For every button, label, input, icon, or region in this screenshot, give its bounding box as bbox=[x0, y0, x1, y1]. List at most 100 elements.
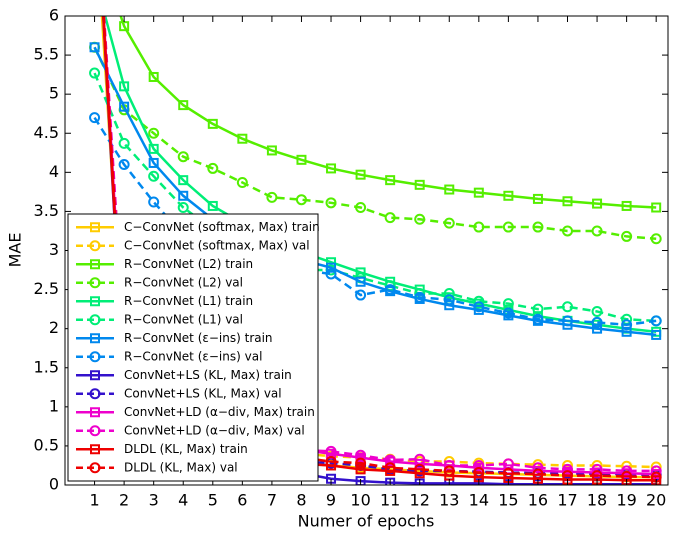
marker bbox=[237, 133, 248, 144]
legend-label: ConvNet+LD (α−div, Max) val bbox=[124, 423, 305, 437]
marker bbox=[325, 197, 337, 209]
marker bbox=[444, 300, 455, 311]
marker bbox=[207, 200, 218, 211]
marker bbox=[355, 289, 367, 301]
marker bbox=[355, 202, 367, 214]
x-tick-label: 7 bbox=[267, 491, 277, 510]
marker bbox=[443, 287, 455, 299]
plot-frame bbox=[64, 15, 669, 486]
y-tick-label: 0.5 bbox=[34, 435, 59, 454]
marker bbox=[148, 170, 160, 182]
series-line bbox=[102, 16, 657, 477]
y-tick-label: 3 bbox=[49, 240, 59, 259]
y-tick-label: 2 bbox=[49, 318, 59, 337]
marker bbox=[89, 240, 101, 252]
legend-label: R−ConvNet (L2) train bbox=[124, 257, 253, 271]
y-axis-label: MAE bbox=[6, 233, 25, 268]
marker bbox=[355, 449, 367, 461]
marker bbox=[295, 194, 307, 206]
marker bbox=[502, 221, 514, 233]
marker bbox=[89, 462, 101, 474]
marker bbox=[591, 305, 603, 317]
marker bbox=[562, 463, 573, 475]
marker bbox=[592, 323, 603, 334]
marker bbox=[178, 100, 189, 111]
marker bbox=[148, 71, 159, 82]
marker bbox=[148, 196, 160, 208]
marker bbox=[532, 221, 544, 233]
marker bbox=[591, 463, 603, 475]
legend-label: ConvNet+LD (α−div, Max) train bbox=[124, 405, 315, 419]
marker bbox=[296, 154, 307, 165]
series-layer bbox=[89, 16, 662, 485]
marker bbox=[207, 162, 219, 174]
x-tick-label: 18 bbox=[587, 491, 607, 510]
marker bbox=[89, 425, 101, 437]
marker bbox=[207, 118, 218, 129]
marker bbox=[562, 196, 573, 207]
x-tick-label: 6 bbox=[237, 491, 247, 510]
marker bbox=[178, 175, 189, 186]
marker bbox=[532, 303, 544, 315]
y-tick-label: 3.5 bbox=[34, 201, 59, 220]
marker bbox=[177, 202, 189, 214]
marker bbox=[621, 230, 633, 242]
legend-label: ConvNet+LS (KL, Max) val bbox=[124, 386, 282, 400]
x-tick-label: 5 bbox=[208, 491, 218, 510]
marker bbox=[621, 460, 633, 472]
marker bbox=[414, 213, 426, 225]
marker bbox=[384, 212, 396, 224]
axes: 00.511.522.533.544.555.561 2 3 4 5 6 7 8 9 10 11 12… bbox=[34, 6, 668, 510]
marker bbox=[325, 445, 337, 457]
marker bbox=[148, 127, 160, 139]
marker bbox=[326, 163, 337, 174]
legend-label: ConvNet+LS (KL, Max) train bbox=[124, 368, 292, 382]
marker bbox=[414, 458, 425, 469]
marker bbox=[651, 329, 662, 340]
marker bbox=[532, 462, 544, 474]
marker bbox=[384, 454, 396, 466]
x-tick-label: 19 bbox=[616, 491, 636, 510]
marker bbox=[325, 456, 337, 468]
marker bbox=[90, 444, 100, 455]
legend: C−ConvNet (softmax, Max) train C−ConvNet … bbox=[67, 213, 320, 482]
marker bbox=[384, 462, 396, 474]
marker bbox=[473, 466, 485, 478]
marker bbox=[650, 315, 662, 327]
marker bbox=[591, 225, 603, 237]
y-tick-label: 2.5 bbox=[34, 279, 59, 298]
marker bbox=[503, 190, 514, 201]
x-axis-label: Numer of epochs bbox=[298, 512, 435, 531]
y-tick-label: 1.5 bbox=[34, 357, 59, 376]
marker bbox=[119, 101, 130, 112]
x-tick-label: 1 bbox=[89, 491, 99, 510]
marker bbox=[621, 200, 632, 211]
marker bbox=[414, 468, 425, 479]
legend-label: R−ConvNet (L1) train bbox=[124, 294, 253, 308]
legend-label: C−ConvNet (softmax, Max) train bbox=[124, 220, 320, 234]
marker bbox=[414, 291, 426, 303]
legend-label: R−ConvNet (L2) val bbox=[124, 275, 243, 289]
marker bbox=[90, 407, 100, 418]
x-tick-label: 20 bbox=[646, 491, 666, 510]
marker bbox=[89, 67, 101, 79]
y-tick-label: 0 bbox=[49, 475, 59, 494]
marker bbox=[502, 307, 514, 319]
x-tick-label: 13 bbox=[439, 491, 459, 510]
marker bbox=[325, 268, 337, 280]
legend-label: DLDL (KL, Max) train bbox=[124, 442, 248, 456]
x-tick-label: 4 bbox=[178, 491, 188, 510]
marker bbox=[89, 112, 101, 124]
series-line bbox=[102, 16, 657, 479]
marker bbox=[355, 276, 366, 287]
y-tick-label: 1 bbox=[49, 396, 59, 415]
marker bbox=[414, 463, 426, 475]
marker bbox=[532, 313, 544, 325]
marker bbox=[621, 326, 632, 337]
marker bbox=[355, 476, 366, 485]
marker bbox=[443, 465, 455, 477]
x-tick-label: 10 bbox=[350, 491, 370, 510]
marker bbox=[266, 191, 278, 203]
marker bbox=[355, 267, 366, 278]
marker bbox=[532, 468, 544, 480]
